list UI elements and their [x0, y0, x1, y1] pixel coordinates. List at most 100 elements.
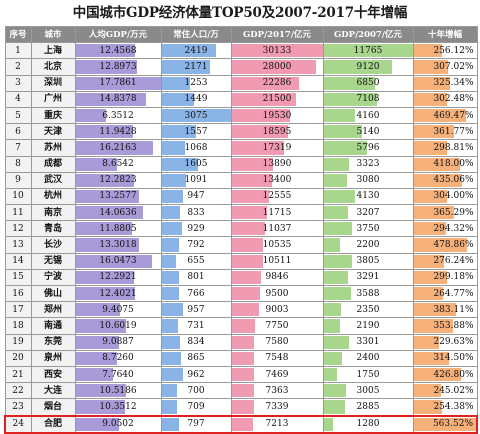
rank-cell: 5 — [4, 106, 32, 125]
gdp-2017-cell: 17319 — [230, 139, 324, 157]
growth-cell: 256.12% — [412, 42, 478, 60]
growth-cell-value: 325.34% — [433, 78, 474, 89]
table-row: 21 西安 7.7640 962 7469 1750 426.80% — [4, 365, 478, 384]
gdp-2007-cell-bar — [324, 173, 347, 187]
gdp-2007-cell: 5796 — [322, 139, 414, 157]
table-row: 9 武汉 12.2823 1091 13400 3080 435.06% — [4, 171, 478, 189]
gdp-2017-cell-bar — [232, 60, 317, 74]
table-body: 1 上海 12.4568 2419 30133 11765 256.12% 2 北京 12.897… — [4, 42, 478, 434]
growth-cell-bar — [414, 351, 449, 365]
population-cell-bar — [162, 400, 178, 414]
rank-cell: 20 — [4, 349, 32, 367]
population-cell-value: 801 — [187, 272, 205, 283]
gdp-2017-cell-bar — [232, 92, 297, 106]
growth-cell-value: 302.48% — [433, 94, 474, 105]
population-cell-value: 700 — [187, 385, 205, 396]
gdp-per-capita-cell: 10.3512 — [74, 398, 162, 416]
population-cell: 1557 — [160, 123, 232, 141]
city-cell: 佛山 — [30, 284, 76, 303]
gdp-2017-cell-bar — [232, 125, 288, 139]
gdp-per-capita-cell-value: 16.0473 — [99, 256, 137, 267]
growth-cell: 383.11% — [412, 301, 478, 319]
gdp-2017-cell-value: 10511 — [262, 256, 292, 267]
growth-cell-value: 276.24% — [433, 256, 474, 267]
gdp-per-capita-cell: 12.8973 — [74, 58, 162, 76]
gdp-per-capita-cell-value: 12.4021 — [99, 288, 137, 299]
gdp-per-capita-cell: 16.2163 — [74, 139, 162, 157]
gdp-2007-cell-value: 5796 — [356, 142, 380, 153]
header-gdp-2017: GDP/2017/亿元 — [230, 25, 324, 44]
gdp-2007-cell: 3588 — [322, 284, 414, 303]
growth-cell: 294.32% — [412, 220, 478, 238]
rank-cell: 13 — [4, 236, 32, 254]
growth-cell-value: 353.88% — [433, 320, 474, 331]
growth-cell-value: 245.02% — [433, 385, 474, 396]
gdp-per-capita-cell-bar — [76, 125, 133, 139]
gdp-2007-cell-value: 1280 — [356, 419, 380, 430]
rank-cell: 8 — [4, 155, 32, 173]
growth-cell-bar — [414, 108, 466, 123]
city-cell: 北京 — [30, 58, 76, 76]
header-city: 城市 — [30, 25, 76, 44]
gdp-2007-cell-bar — [324, 254, 353, 268]
gdp-2007-cell-bar — [324, 238, 341, 252]
city-cell: 长沙 — [30, 236, 76, 254]
population-cell-value: 2171 — [184, 61, 208, 72]
gdp-per-capita-cell: 9.4075 — [74, 301, 162, 319]
table-row: 17 郑州 9.4075 957 9003 2350 383.11% — [4, 301, 478, 319]
population-cell: 2419 — [160, 42, 232, 60]
gdp-2007-cell: 4160 — [322, 106, 414, 125]
gdp-2017-cell-bar — [232, 254, 264, 268]
gdp-2007-cell-bar — [324, 222, 352, 236]
population-cell-value: 1605 — [184, 159, 208, 170]
header-rank: 序号 — [4, 25, 32, 44]
gdp-2007-cell-bar — [324, 44, 412, 58]
gdp-per-capita-cell-bar — [76, 141, 154, 155]
gdp-2007-cell-bar — [324, 351, 342, 365]
rank-cell: 1 — [4, 42, 32, 60]
header-ten-year-growth: 十年增幅 — [412, 25, 478, 44]
growth-cell-value: 299.18% — [433, 272, 474, 283]
city-cell: 上海 — [30, 42, 76, 60]
gdp-per-capita-cell-value: 11.9428 — [99, 126, 137, 137]
gdp-2007-cell-value: 2400 — [356, 353, 380, 364]
population-cell-value: 709 — [187, 401, 205, 412]
growth-cell: 365.29% — [412, 204, 478, 222]
gdp-2017-cell-bar — [232, 351, 255, 365]
gdp-per-capita-cell-bar — [76, 60, 138, 74]
rank-cell: 23 — [4, 398, 32, 416]
rank-cell: 12 — [4, 220, 32, 238]
growth-cell-bar — [414, 76, 450, 90]
population-cell-bar — [162, 125, 197, 139]
city-cell: 烟台 — [30, 398, 76, 416]
population-cell: 929 — [160, 220, 232, 238]
growth-cell-bar — [414, 92, 448, 106]
gdp-2017-cell-value: 17319 — [262, 142, 292, 153]
gdp-2007-cell-bar — [324, 400, 346, 414]
growth-cell: 426.80% — [412, 365, 478, 384]
gdp-table: 序号 城市 人均GDP/万元 常住人口/万 GDP/2017/亿元 GDP/20… — [4, 25, 478, 434]
growth-cell: 304.00% — [412, 187, 478, 206]
gdp-per-capita-cell: 10.6019 — [74, 317, 162, 335]
gdp-2007-cell-bar — [324, 303, 342, 317]
table-row: 7 苏州 16.2163 1068 17319 5796 298.81% — [4, 139, 478, 157]
population-cell-bar — [162, 173, 186, 187]
gdp-2007-cell-bar — [324, 60, 393, 74]
population-cell-value: 766 — [187, 288, 205, 299]
city-cell: 重庆 — [30, 106, 76, 125]
gdp-2017-cell: 9846 — [230, 268, 324, 287]
gdp-2017-cell-bar — [232, 303, 259, 317]
gdp-2017-cell: 7469 — [230, 365, 324, 384]
gdp-per-capita-cell-bar — [76, 319, 127, 333]
gdp-per-capita-cell-bar — [76, 238, 140, 252]
gdp-per-capita-cell: 11.9428 — [74, 123, 162, 141]
gdp-per-capita-cell-bar — [76, 254, 153, 268]
rank-cell: 14 — [4, 252, 32, 270]
gdp-2007-cell-value: 4130 — [356, 191, 380, 202]
city-cell: 泉州 — [30, 349, 76, 367]
growth-cell: 254.38% — [412, 398, 478, 416]
growth-cell-value: 426.80% — [433, 369, 474, 380]
population-cell-value: 957 — [187, 304, 205, 315]
gdp-per-capita-cell-bar — [76, 367, 113, 382]
growth-cell: 245.02% — [412, 382, 478, 400]
